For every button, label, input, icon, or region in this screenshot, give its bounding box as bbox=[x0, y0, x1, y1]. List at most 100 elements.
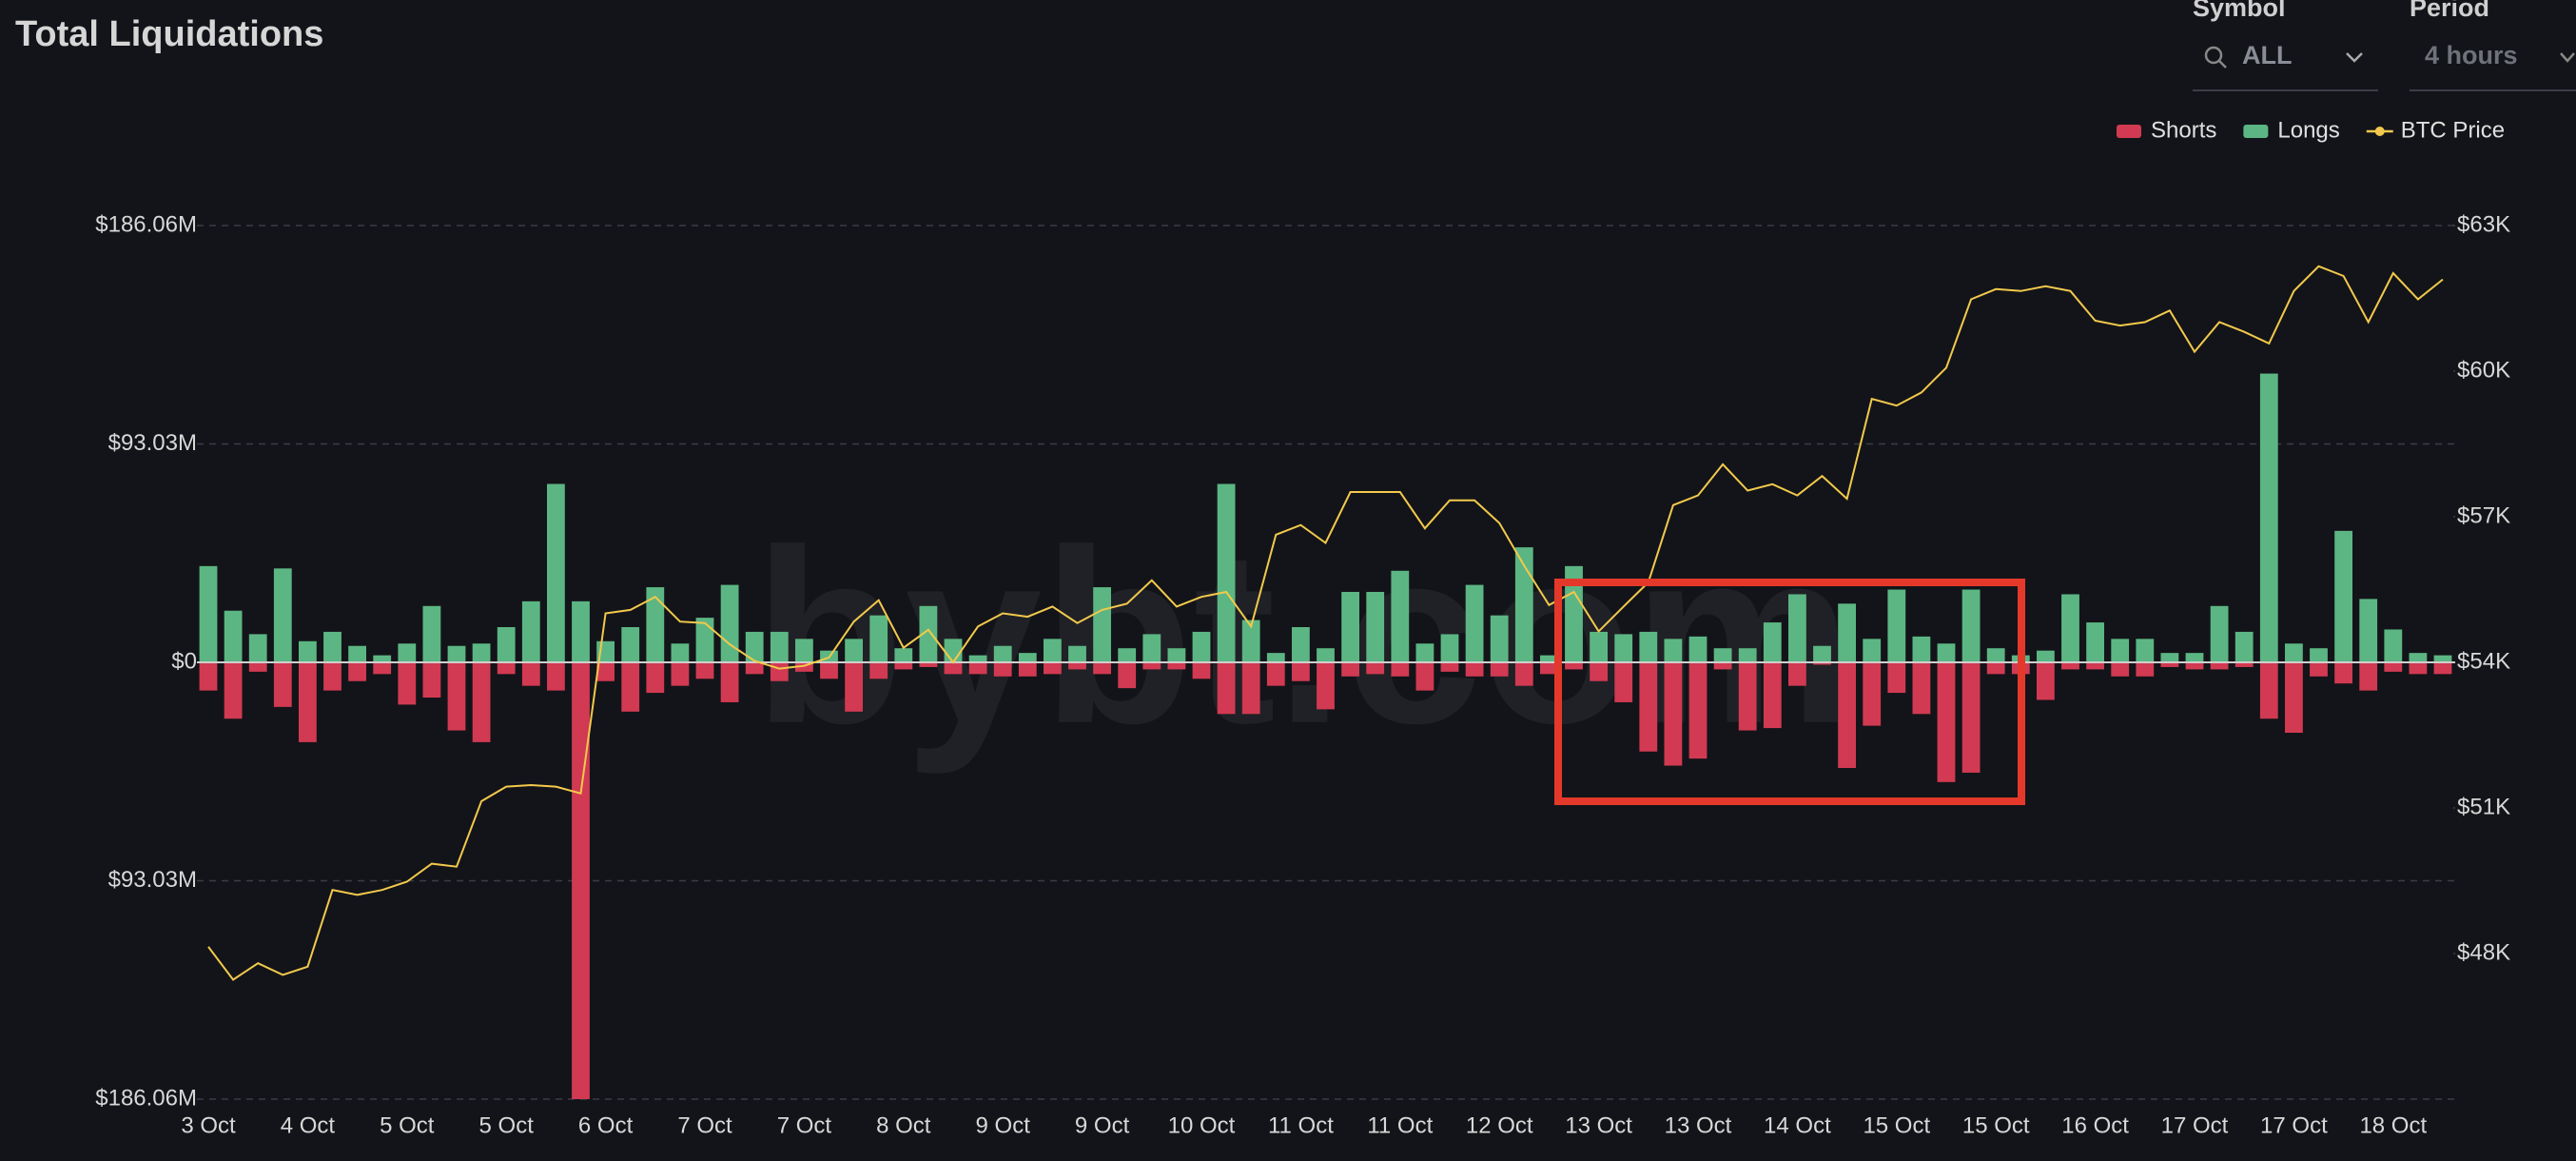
bar bbox=[572, 662, 590, 1099]
x-tick-label: 5 Oct bbox=[479, 1112, 535, 1138]
plot-area: $186.06M $93.03M $0 $93.03M $186.06M $63K $60K… bbox=[95, 117, 2510, 1138]
period-dropdown[interactable]: Period 4 hours bbox=[2410, 0, 2576, 91]
bar bbox=[2285, 662, 2303, 734]
x-tick-label: 13 Oct bbox=[1665, 1112, 1732, 1138]
bar bbox=[1142, 662, 1161, 670]
legend-label: Shorts bbox=[2151, 117, 2216, 143]
bar bbox=[894, 648, 913, 662]
bar bbox=[2061, 594, 2079, 662]
bar bbox=[199, 662, 218, 691]
bar bbox=[745, 662, 764, 675]
bar bbox=[1465, 662, 1484, 677]
bar bbox=[1863, 662, 1882, 726]
bar bbox=[1540, 655, 1558, 662]
bar bbox=[199, 565, 218, 662]
legend-label: Longs bbox=[2277, 117, 2339, 143]
bar bbox=[1093, 587, 1111, 662]
bar bbox=[869, 662, 888, 679]
search-icon bbox=[2204, 46, 2223, 65]
y-tick-label: $93.03M bbox=[108, 867, 197, 893]
bar bbox=[2136, 639, 2155, 662]
bar bbox=[224, 610, 243, 662]
bar bbox=[547, 662, 565, 691]
bar bbox=[1440, 634, 1459, 662]
bar bbox=[299, 640, 317, 662]
bar bbox=[1490, 662, 1509, 677]
bar bbox=[572, 600, 590, 662]
bar bbox=[795, 662, 813, 672]
bar bbox=[944, 639, 963, 662]
bar bbox=[2384, 662, 2403, 672]
bar bbox=[1688, 662, 1708, 759]
bar bbox=[1614, 662, 1633, 702]
bar bbox=[2160, 653, 2179, 662]
bar bbox=[2185, 662, 2204, 670]
legend-label: BTC Price bbox=[2401, 117, 2505, 143]
bar bbox=[1068, 662, 1086, 670]
bar bbox=[2210, 605, 2229, 662]
x-tick-label: 11 Oct bbox=[1268, 1112, 1334, 1138]
price-line bbox=[207, 265, 2444, 981]
y-tick-label: $186.06M bbox=[95, 211, 197, 237]
bar bbox=[1465, 584, 1484, 662]
bar bbox=[1986, 662, 2005, 675]
bar bbox=[671, 643, 690, 662]
bar bbox=[2359, 662, 2378, 691]
dropdown-label: Period bbox=[2410, 0, 2489, 22]
bar bbox=[1142, 634, 1161, 662]
bar bbox=[224, 662, 243, 719]
bar bbox=[1266, 662, 1285, 686]
bar bbox=[1590, 631, 1608, 662]
bar bbox=[1614, 634, 1633, 662]
bar bbox=[497, 626, 516, 662]
x-tick-label: 9 Oct bbox=[1075, 1112, 1130, 1138]
bar bbox=[1763, 662, 1782, 729]
bar bbox=[1068, 645, 1086, 662]
chevron bbox=[2346, 52, 2363, 63]
bar bbox=[1664, 662, 1683, 766]
bar bbox=[2384, 629, 2403, 662]
bar bbox=[273, 568, 292, 662]
bar bbox=[2234, 631, 2254, 662]
bar bbox=[1167, 648, 1186, 662]
bar bbox=[1341, 662, 1359, 677]
bar bbox=[1292, 626, 1310, 662]
bar bbox=[1366, 662, 1385, 675]
bar bbox=[1192, 631, 1211, 662]
bar bbox=[447, 645, 466, 662]
bar bbox=[1688, 636, 1708, 662]
legend-marker bbox=[2243, 125, 2269, 138]
bar bbox=[1415, 662, 1434, 691]
bar bbox=[968, 662, 987, 675]
bar bbox=[2259, 373, 2278, 662]
bar bbox=[770, 631, 789, 662]
bar bbox=[795, 639, 813, 662]
bar bbox=[1713, 662, 1732, 670]
bar bbox=[2234, 662, 2254, 667]
bar bbox=[894, 662, 913, 670]
bar bbox=[2334, 530, 2352, 662]
bar bbox=[398, 643, 417, 662]
bar bbox=[273, 662, 292, 707]
bar bbox=[1565, 662, 1583, 670]
bar bbox=[1514, 662, 1533, 686]
bar bbox=[869, 615, 888, 662]
bar bbox=[1266, 653, 1285, 662]
x-tick-label: 3 Oct bbox=[181, 1112, 236, 1138]
bar bbox=[1961, 589, 1981, 662]
y-tick-label: $93.03M bbox=[108, 430, 197, 456]
symbol-dropdown[interactable]: Symbol ALL bbox=[2193, 0, 2378, 91]
x-tick-label: 17 Oct bbox=[2161, 1112, 2229, 1138]
bar bbox=[2310, 648, 2328, 662]
bar bbox=[1241, 662, 1260, 715]
bar bbox=[845, 662, 863, 712]
highlight-box bbox=[1554, 579, 2025, 805]
y2-tick-label: $51K bbox=[2457, 794, 2510, 819]
bar bbox=[447, 662, 466, 731]
chart-title: Total Liquidations bbox=[15, 14, 323, 54]
bar bbox=[720, 584, 739, 662]
bar bbox=[1341, 591, 1359, 662]
dropdown-label: Symbol bbox=[2193, 0, 2286, 22]
